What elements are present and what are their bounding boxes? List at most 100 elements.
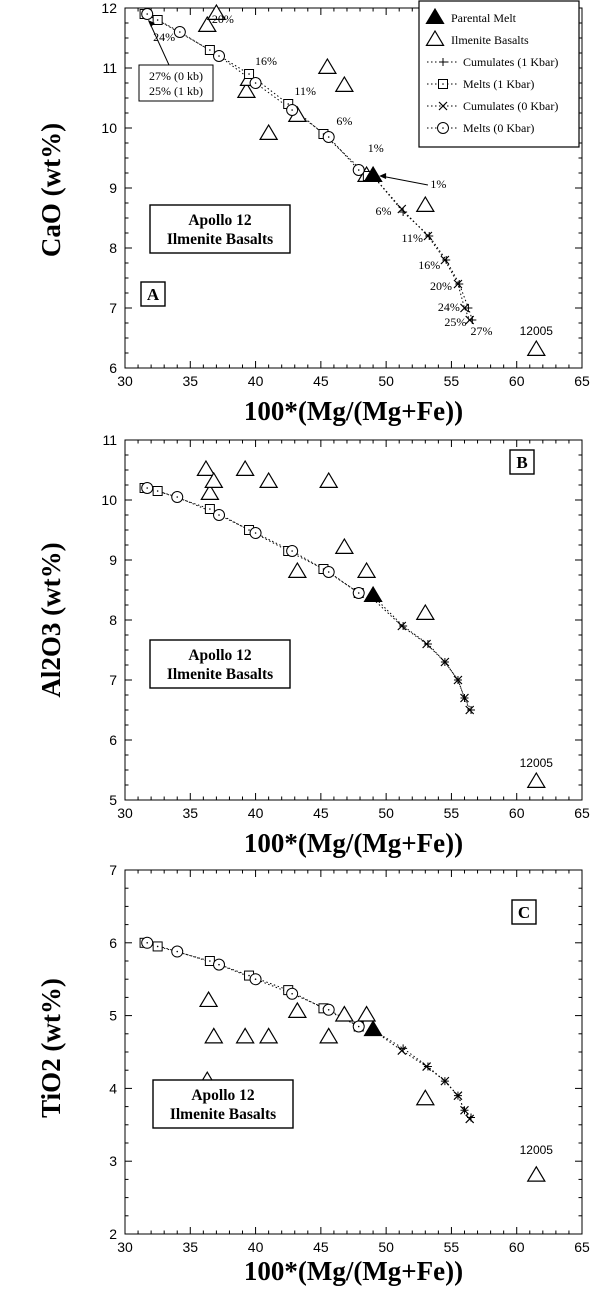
callout-box (138, 64, 214, 102)
y-tick-label: 7 (109, 672, 117, 688)
chart-panel-b: 30 35 40 45 50 55 60 65 5 6 7 8 9 10 11 100*(Mg/(Mg+Fe)… (36, 432, 590, 858)
melt-0kbar-point-dot (357, 169, 360, 171)
ilmenite-basalt-point (287, 1001, 307, 1018)
parental-melt-point (363, 1019, 383, 1037)
cumulate-0kbar-line (372, 175, 471, 321)
percent-annotation: 24% (153, 30, 175, 44)
percent-annotation: 16% (418, 258, 440, 272)
ilmenite-basalt-point (334, 537, 354, 554)
melt-0kbar-point-dot (176, 950, 179, 953)
cumulate-0kbar-point (460, 1105, 469, 1115)
percent-annotation: 6% (376, 204, 392, 218)
ilmenite-basalt-point (197, 15, 217, 32)
y-tick-label: 11 (102, 432, 117, 448)
percent-annotation: 27% (470, 324, 492, 338)
ilmenite-basalt-point (526, 339, 546, 356)
percent-annotation: 20% (430, 279, 452, 293)
cumulate-0kbar-point (397, 204, 407, 214)
ilmenite-basalt-point (319, 471, 339, 488)
x-tick-label: 60 (509, 805, 525, 821)
melt-0kbar-point-dot (218, 55, 220, 57)
x-tick-label: 55 (444, 805, 460, 821)
x-tick-label: 40 (248, 373, 264, 389)
x-tick-label: 30 (117, 805, 133, 821)
cumulate-0kbar-point (397, 621, 407, 631)
y-tick-label: 6 (109, 360, 117, 376)
x-tick-label: 65 (574, 1239, 590, 1255)
ilmenite-basalt-point (206, 3, 227, 20)
ilmenite-basalt-point (259, 1027, 279, 1044)
panel-letter: A (147, 285, 160, 304)
cumulate-1kbar-line (372, 175, 473, 321)
melt-1kbar-point-dot (248, 529, 250, 531)
parental-melt-point (363, 165, 383, 182)
panel-letter-box (511, 899, 537, 925)
y-tick-label: 9 (109, 552, 117, 568)
panel-letter-box (140, 281, 166, 307)
callout-text: 25% (1 kb) (149, 84, 203, 98)
x-tick-label: 45 (313, 373, 329, 389)
ilmenite-basalt-point (415, 603, 435, 620)
x-tick-label: 35 (182, 805, 198, 821)
callout-text: 27% (0 kb) (149, 69, 203, 83)
melt-0kbar-point-dot (146, 13, 148, 15)
cumulate-0kbar-point (460, 303, 469, 313)
ilmenite-basalt-point (236, 81, 257, 98)
ilmenite-basalt-point (204, 1027, 224, 1044)
ilmenite-basalt-point (334, 1005, 354, 1022)
y-tick-label: 6 (109, 732, 117, 748)
arrow-line (380, 175, 429, 186)
cross-icon (438, 101, 448, 111)
melt-1kbar-point-dot (209, 960, 211, 962)
melt-1kbar-point-dot (287, 103, 290, 105)
melt-0kbar-point-dot (327, 571, 330, 573)
melt-0kbar-point-dot (291, 109, 293, 111)
ilmenite-basalt-point (204, 471, 224, 488)
ilmenite-basalt-point (259, 123, 279, 140)
melt-0kbar-point-dot (357, 1025, 360, 1028)
percent-annotation: 20% (212, 12, 234, 26)
x-tick-label: 55 (444, 1239, 460, 1255)
cumulate-0kbar-point (465, 1114, 475, 1124)
panel-letter-box (509, 449, 535, 475)
x-axis-title: 100*(Mg/(Mg+Fe)) (244, 396, 463, 426)
filled-triangle-icon (425, 7, 445, 24)
sample-group-box (149, 639, 291, 689)
y-tick-label: 11 (102, 60, 117, 76)
melt-0kbar-point-dot (357, 592, 360, 594)
percent-annotation: 16% (255, 54, 277, 68)
open-triangle-icon (425, 29, 445, 46)
ilmenite-basalt-point (526, 1165, 546, 1182)
y-tick-label: 9 (109, 180, 117, 196)
y-tick-label: 5 (109, 792, 117, 808)
melt-0kbar-point-dot (254, 82, 257, 84)
x-tick-label: 55 (444, 373, 460, 389)
melt-0kbar-point-dot (291, 992, 293, 995)
cumulate-0kbar-point (440, 255, 450, 265)
x-tick-label: 40 (248, 1239, 264, 1255)
melt-0kbar-point-dot (327, 1008, 330, 1011)
cumulate-0kbar-point (423, 231, 433, 241)
ilmenite-basalt-point (356, 1005, 377, 1022)
x-axis-title: 100*(Mg/(Mg+Fe)) (244, 1256, 463, 1286)
legend-item-parental: Parental Melt (425, 7, 517, 25)
cumulate-0kbar-point (397, 1046, 407, 1055)
panel-letter: B (516, 453, 527, 472)
ilmenite-basalt-point (319, 1027, 339, 1044)
legend-label: Cumulates (1 Kbar) (463, 55, 558, 69)
legend-item-melt1: Melts (1 Kbar) (427, 77, 534, 91)
x-tick-label: 60 (509, 373, 525, 389)
x-tick-label: 50 (378, 1239, 394, 1255)
y-tick-label: 7 (109, 300, 117, 316)
legend-item-melt0: Melts (0 Kbar) (427, 121, 534, 135)
ilmenite-basalt-point (196, 459, 216, 476)
melt-0kbar-point-dot (218, 514, 220, 516)
x-tick-label: 40 (248, 805, 264, 821)
ilmenite-basalt-point (317, 57, 337, 74)
cumulate-1kbar-point (399, 622, 408, 630)
sample-group-box (149, 204, 291, 254)
x-axis-title: 100*(Mg/(Mg+Fe)) (244, 828, 463, 858)
percent-annotation: 1% (430, 177, 446, 191)
melt-0kbar-point-dot (218, 963, 220, 966)
y-axis-title: Al2O3 (wt%) (36, 542, 66, 697)
